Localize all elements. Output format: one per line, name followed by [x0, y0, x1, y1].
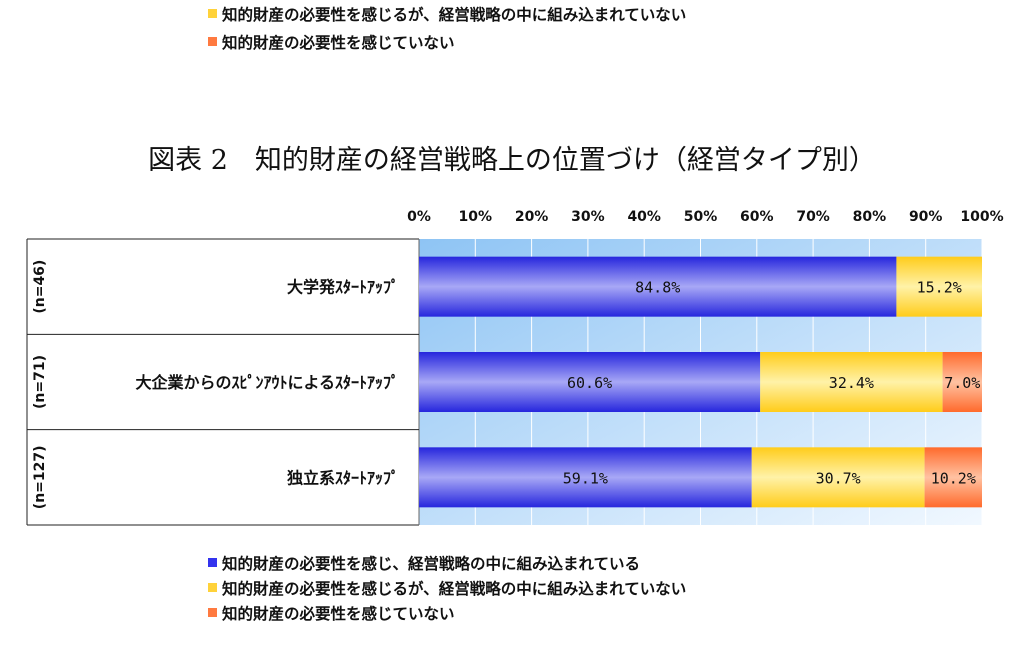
data-label: 32.4% — [829, 374, 874, 392]
category-label: 独立系ｽﾀｰﾄｱｯﾌﾟ — [287, 468, 399, 487]
legend-item-not-integrated: 知的財産の必要性を感じるが、経営戦略の中に組み込まれていない — [208, 577, 686, 602]
legend-item-not-integrated: 知的財産の必要性を感じるが、経営戦略の中に組み込まれていない — [208, 3, 686, 31]
bar-segment — [760, 352, 943, 412]
data-label: 10.2% — [931, 469, 976, 487]
x-tick-label: 40% — [627, 209, 661, 225]
chart-title: 図表 2 知的財産の経営戦略上の位置づけ（経営タイプ別） — [148, 145, 876, 176]
category-label: 大学発ｽﾀｰﾄｱｯﾌﾟ — [287, 278, 399, 297]
sample-size-label: (n=127) — [32, 445, 48, 509]
legend-label: 知的財産の必要性を感じ、経営戦略の中に組み込まれている — [222, 555, 641, 573]
x-tick-label: 30% — [571, 209, 605, 225]
x-tick-label: 60% — [740, 209, 774, 225]
legend-item-integrated: 知的財産の必要性を感じ、経営戦略の中に組み込まれている — [208, 552, 686, 577]
sample-size-label: (n=71) — [32, 355, 48, 409]
x-tick-label: 0% — [407, 209, 431, 225]
x-tick-label: 10% — [459, 209, 493, 225]
bar-segment — [896, 256, 982, 317]
data-label: 60.6% — [567, 374, 612, 392]
bar-segment — [924, 447, 982, 508]
data-label: 59.1% — [563, 469, 608, 487]
stacked-bar-chart: 0% 10% 20% 30% 40% 50% 60% 70% 80% 90% 100% (n=46) 大… — [26, 209, 1004, 526]
x-tick-label: 20% — [515, 209, 549, 225]
x-tick-label: 80% — [853, 209, 887, 225]
legend-item-not-needed: 知的財産の必要性を感じていない — [208, 602, 686, 627]
data-label: 84.8% — [635, 279, 680, 297]
bar-segment — [419, 256, 897, 317]
x-tick-label: 100% — [960, 209, 1003, 225]
bar-segment — [751, 447, 925, 508]
sample-size-label: (n=46) — [32, 260, 48, 314]
category-label: 大企業からのｽﾋﾟﾝｱｳﾄによるｽﾀｰﾄｱｯﾌﾟ — [135, 373, 399, 392]
data-label: 30.7% — [816, 469, 861, 487]
legend-label: 知的財産の必要性を感じていない — [222, 605, 455, 623]
x-tick-label: 90% — [909, 209, 943, 225]
legend-label: 知的財産の必要性を感じるが、経営戦略の中に組み込まれていない — [222, 6, 687, 24]
x-tick-label: 70% — [796, 209, 830, 225]
legend-swatch-blue — [208, 558, 217, 567]
data-label: 7.0% — [944, 374, 980, 392]
top-legend: 知的財産の必要性を感じるが、経営戦略の中に組み込まれていない 知的財産の必要性を… — [208, 3, 686, 59]
bar-segment — [419, 447, 752, 508]
legend-label: 知的財産の必要性を感じるが、経営戦略の中に組み込まれていない — [222, 580, 687, 598]
data-label: 15.2% — [917, 279, 962, 297]
bottom-legend: 知的財産の必要性を感じ、経営戦略の中に組み込まれている 知的財産の必要性を感じる… — [208, 552, 686, 627]
x-tick-label: 50% — [684, 209, 718, 225]
bar-segment — [942, 352, 982, 412]
bar-segment — [419, 352, 761, 412]
legend-swatch-yellow — [208, 9, 217, 18]
legend-swatch-orange — [208, 608, 217, 617]
legend-swatch-orange — [208, 37, 217, 46]
legend-swatch-yellow — [208, 583, 217, 592]
legend-label: 知的財産の必要性を感じていない — [222, 34, 455, 52]
legend-item-not-needed: 知的財産の必要性を感じていない — [208, 31, 686, 59]
